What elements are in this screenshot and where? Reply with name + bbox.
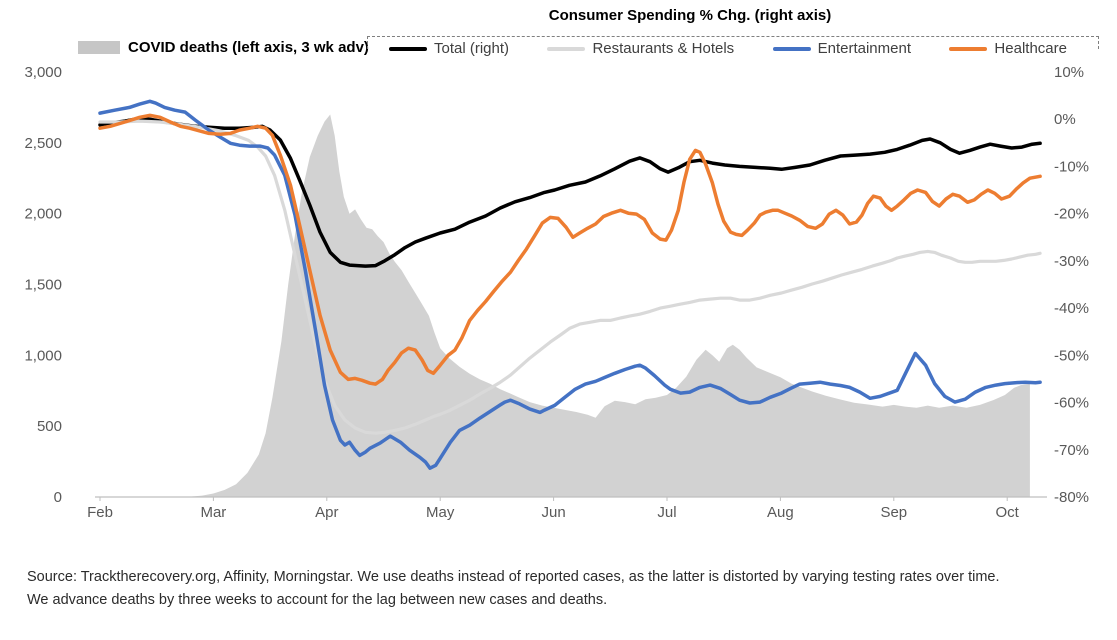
x-axis-label-apr: Apr: [315, 504, 338, 521]
line-healthcare: [98, 113, 1042, 386]
chart-canvas: Feb Mar Apr May Jun Jul Aug Sep Oct 3,000 2,500 2,0…: [24, 64, 1089, 521]
x-axis-label-sep: Sep: [880, 504, 907, 521]
left-axis-tick: 1,500: [24, 277, 62, 294]
legend-item-healthcare: Healthcare: [949, 40, 1067, 57]
source-note-line1: Source: Tracktherecovery.org, Affinity, …: [27, 569, 1000, 585]
legend-swatch-healthcare: [949, 46, 988, 51]
x-axis-label-feb: Feb: [87, 504, 113, 521]
right-axis-tick: -10%: [1054, 158, 1089, 175]
right-axis-tick: -40%: [1054, 300, 1089, 317]
legend-label-entertainment: Entertainment: [817, 40, 911, 57]
legend-item-entertainment: Entertainment: [772, 40, 911, 57]
legend-label-restaurants-hotels: Restaurants & Hotels: [592, 40, 735, 57]
x-axis-label-may: May: [426, 504, 455, 521]
legend-covid-deaths: COVID deaths (left axis, 3 wk adv): [78, 39, 369, 56]
x-axis-label-mar: Mar: [200, 504, 226, 521]
source-note-line2: We advance deaths by three weeks to acco…: [27, 592, 608, 609]
legend-label-healthcare: Healthcare: [994, 40, 1067, 57]
source-note: Source: Tracktherecovery.org, Affinity, …: [27, 566, 1097, 612]
legend-swatch-restaurants-hotels: [547, 46, 586, 51]
legend-swatch-total: [389, 46, 427, 51]
right-axis-tick: 10%: [1054, 64, 1084, 81]
line-entertainment: [98, 99, 1042, 470]
spending-legend: Total (right) Restaurants & Hotels Enterta…: [367, 40, 1097, 57]
legend-item-restaurants-hotels: Restaurants & Hotels: [547, 40, 734, 57]
x-axis-label-jun: Jun: [542, 504, 566, 521]
left-axis-tick: 3,000: [24, 64, 62, 81]
right-axis-tick: -20%: [1054, 206, 1089, 223]
left-axis-tick: 2,000: [24, 206, 62, 223]
x-axis-label-aug: Aug: [767, 504, 794, 521]
right-axis-tick: -80%: [1054, 489, 1089, 506]
spending-legend-frame: [367, 36, 1099, 49]
x-axis-label-oct: Oct: [996, 504, 1020, 521]
x-axis-label-jul: Jul: [657, 504, 676, 521]
right-axis-tick: -70%: [1054, 442, 1089, 459]
left-axis-tick: 0: [54, 489, 62, 506]
right-axis-tick: -30%: [1054, 253, 1089, 270]
covid-area-swatch: [78, 41, 120, 54]
legend-swatch-entertainment: [772, 46, 811, 51]
right-axis-tick: 0%: [1054, 111, 1076, 128]
left-axis-tick: 2,500: [24, 135, 62, 152]
right-axis-tick: -50%: [1054, 347, 1089, 364]
line-total-right: [98, 116, 1042, 268]
left-axis-tick: 1,000: [24, 347, 62, 364]
legend-label-total: Total (right): [434, 40, 510, 57]
right-axis-tick: -60%: [1054, 395, 1089, 412]
legend-covid-label: COVID deaths (left axis, 3 wk adv): [128, 39, 369, 56]
covid-deaths-area: [100, 114, 1030, 497]
legend-item-total: Total (right): [389, 40, 509, 57]
chart-title: Consumer Spending % Chg. (right axis): [548, 7, 832, 24]
left-axis-tick: 500: [37, 418, 62, 435]
